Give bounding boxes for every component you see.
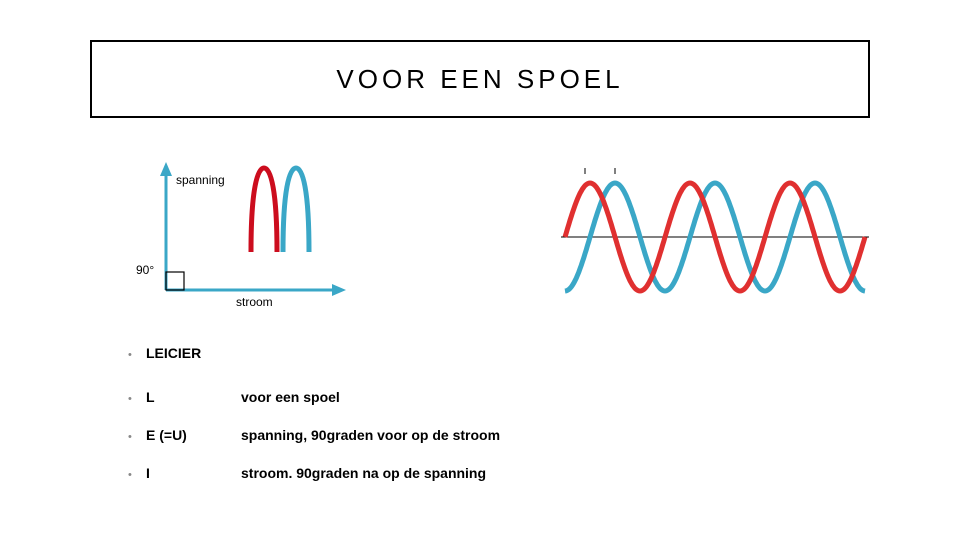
current-axis-label: stroom <box>236 295 273 309</box>
bullet-key: I <box>146 465 241 481</box>
list-item: • I stroom. 90graden na op de spanning <box>128 465 828 481</box>
bullet-icon: • <box>128 349 146 361</box>
angle-label: 90° <box>136 263 154 277</box>
sine-diagram <box>555 162 875 312</box>
bullet-key: LEICIER <box>146 345 241 361</box>
bullet-key: L <box>146 389 241 405</box>
voltage-axis-label: spanning <box>176 173 225 187</box>
bullet-val: spanning, 90graden voor op de stroom <box>241 427 500 443</box>
list-item: • L voor een spoel <box>128 389 828 405</box>
title-box: VOOR EEN SPOEL <box>90 40 870 118</box>
bullet-val: stroom. 90graden na op de spanning <box>241 465 486 481</box>
bullet-icon: • <box>128 469 146 481</box>
list-item: • E (=U) spanning, 90graden voor op de s… <box>128 427 828 443</box>
phasor-diagram: spanning 90° stroom <box>128 160 398 320</box>
bullet-val: voor een spoel <box>241 389 340 405</box>
list-item: • LEICIER <box>128 345 828 361</box>
bullet-icon: • <box>128 431 146 443</box>
bullet-key: E (=U) <box>146 427 241 443</box>
page-title: VOOR EEN SPOEL <box>336 64 623 95</box>
bullet-icon: • <box>128 393 146 405</box>
bullet-list: • LEICIER • L voor een spoel • E (=U) sp… <box>128 345 828 503</box>
